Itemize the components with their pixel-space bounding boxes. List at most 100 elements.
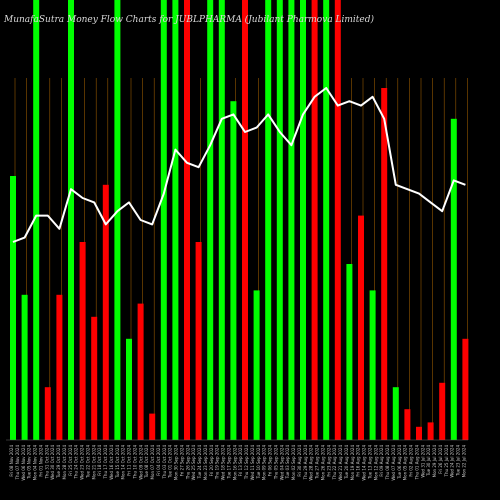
bar (288, 0, 295, 440)
x-tick-label: Tue 01 Oct 2024 (168, 445, 173, 479)
x-tick-label: Wed 07 Aug 2024 (391, 445, 396, 481)
x-tick-label: Mon 19 Aug 2024 (350, 445, 355, 481)
bar (33, 0, 40, 440)
x-tick-label: Mon 22 Jul 2024 (461, 445, 466, 478)
bar (346, 264, 353, 440)
x-tick-label: Fri 27 Sep 2024 (179, 445, 184, 477)
bar (369, 290, 376, 440)
x-tick-label: Thu 26 Sep 2024 (185, 445, 190, 481)
x-tick-label: Mon 07 Oct 2024 (150, 445, 155, 480)
x-tick-label: Mon 21 Oct 2024 (91, 445, 96, 480)
x-tick-label: Wed 31 Jul 2024 (420, 445, 425, 478)
x-tick-label: Wed 16 Oct 2024 (109, 445, 114, 480)
x-tick-label: Wed 04 Sep 2024 (279, 445, 284, 481)
bar (44, 387, 51, 440)
bar (91, 316, 98, 440)
x-tick-label: Tue 23 Jul 2024 (456, 445, 461, 477)
bar-series (10, 0, 469, 441)
x-tick-label: Wed 24 Jul 2024 (450, 445, 455, 478)
bar (137, 303, 144, 440)
bar (10, 176, 16, 440)
bar (381, 88, 388, 440)
bar (462, 338, 469, 440)
bar (114, 0, 121, 440)
x-tick-label: Tue 06 Aug 2024 (397, 445, 402, 480)
bar (126, 338, 132, 440)
x-tick-label: Thu 29 Aug 2024 (303, 445, 308, 481)
x-tick-label: Fri 30 Aug 2024 (297, 445, 302, 477)
x-tick-label: Fri 23 Aug 2024 (326, 445, 331, 477)
bar (276, 0, 283, 440)
x-tick-label: Thu 07 Nov 2024 (15, 445, 20, 481)
x-tick-label: Fri 20 Sep 2024 (209, 445, 214, 477)
x-tick-label: Tue 22 Oct 2024 (85, 445, 90, 479)
x-tick-label: Tue 10 Sep 2024 (256, 445, 261, 480)
x-tick-label: Fri 06 Sep 2024 (268, 445, 273, 477)
x-tick-label: Mon 29 Jul 2024 (432, 445, 437, 478)
bar (416, 426, 422, 440)
x-tick-label: Fri 04 Oct 2024 (156, 445, 161, 476)
x-tick-label: Fri 26 Jul 2024 (438, 445, 443, 474)
x-tick-label: Thu 10 Oct 2024 (132, 445, 137, 480)
bar (207, 0, 214, 440)
x-tick-label: Wed 11 Sep 2024 (250, 445, 255, 481)
x-tick-label: Mon 14 Oct 2024 (121, 445, 126, 480)
x-tick-label: Fri 18 Oct 2024 (97, 445, 102, 476)
bar (21, 294, 28, 440)
x-tick-label: Tue 30 Jul 2024 (426, 445, 431, 477)
x-tick-label: Mon 23 Sep 2024 (203, 445, 208, 481)
x-tick-label: Tue 24 Sep 2024 (197, 445, 202, 480)
bar (253, 290, 260, 440)
bar (265, 0, 272, 440)
x-tick-label: Mon 04 Nov 2024 (33, 445, 38, 481)
x-tick-label: Thu 01 Aug 2024 (414, 445, 419, 481)
bar (300, 0, 306, 440)
x-tick-label: Tue 29 Oct 2024 (56, 445, 61, 479)
bar (56, 294, 63, 440)
x-tick-label: Thu 31 Oct 2024 (44, 445, 49, 480)
x-tick-label: Tue 15 Oct 2024 (115, 445, 120, 479)
bar (172, 0, 179, 440)
x-tick-label: Mon 16 Sep 2024 (232, 445, 237, 481)
x-tick-label: Thu 22 Aug 2024 (332, 445, 337, 481)
x-tick-label: Wed 18 Sep 2024 (221, 445, 226, 481)
bar (427, 422, 434, 440)
x-tick-label: Fri 02 Aug 2024 (409, 445, 414, 477)
x-tick-label: Thu 08 Aug 2024 (385, 445, 390, 481)
x-tick-label: Wed 28 Aug 2024 (309, 445, 314, 481)
bar (392, 387, 399, 440)
x-tick-label: Thu 17 Oct 2024 (103, 445, 108, 480)
x-tick-label: Wed 14 Aug 2024 (362, 445, 367, 481)
x-tick-label: Thu 19 Sep 2024 (215, 445, 220, 481)
bar (450, 118, 457, 441)
x-tick-label: Tue 27 Aug 2024 (315, 445, 320, 480)
x-tick-label: Fri 09 Aug 2024 (379, 445, 384, 477)
money-flow-line (12, 87, 466, 243)
bar (184, 0, 190, 440)
x-tick-label: Thu 24 Oct 2024 (74, 445, 79, 480)
bar (195, 242, 202, 440)
x-tick-label: Wed 09 Oct 2024 (138, 445, 143, 480)
x-tick-label: Fri 13 Sep 2024 (238, 445, 243, 477)
bar (68, 0, 74, 440)
bar (404, 409, 411, 440)
bar (102, 184, 109, 440)
bar (439, 382, 446, 440)
bar (160, 0, 167, 440)
x-tick-label: Fri 25 Oct 2024 (68, 445, 73, 476)
x-tick-label: Wed 21 Aug 2024 (338, 445, 343, 481)
x-tick-label: Tue 17 Sep 2024 (226, 445, 231, 480)
x-tick-label: Mon 12 Aug 2024 (373, 445, 378, 481)
x-tick-label: Tue 20 Aug 2024 (344, 445, 349, 480)
x-tick-label: Mon 30 Sep 2024 (174, 445, 179, 481)
x-tick-label: Wed 25 Sep 2024 (191, 445, 196, 481)
bar (79, 242, 86, 440)
x-tick-label: Fri 08 Nov 2024 (9, 445, 14, 477)
x-tick-label: Mon 28 Oct 2024 (62, 445, 67, 480)
x-tick-label: Thu 25 Jul 2024 (444, 445, 449, 478)
x-tick-label: Thu 05 Sep 2024 (273, 445, 278, 481)
x-tick-label: Thu 12 Sep 2024 (244, 445, 249, 481)
x-tick-label: Fri 11 Oct 2024 (127, 445, 132, 476)
